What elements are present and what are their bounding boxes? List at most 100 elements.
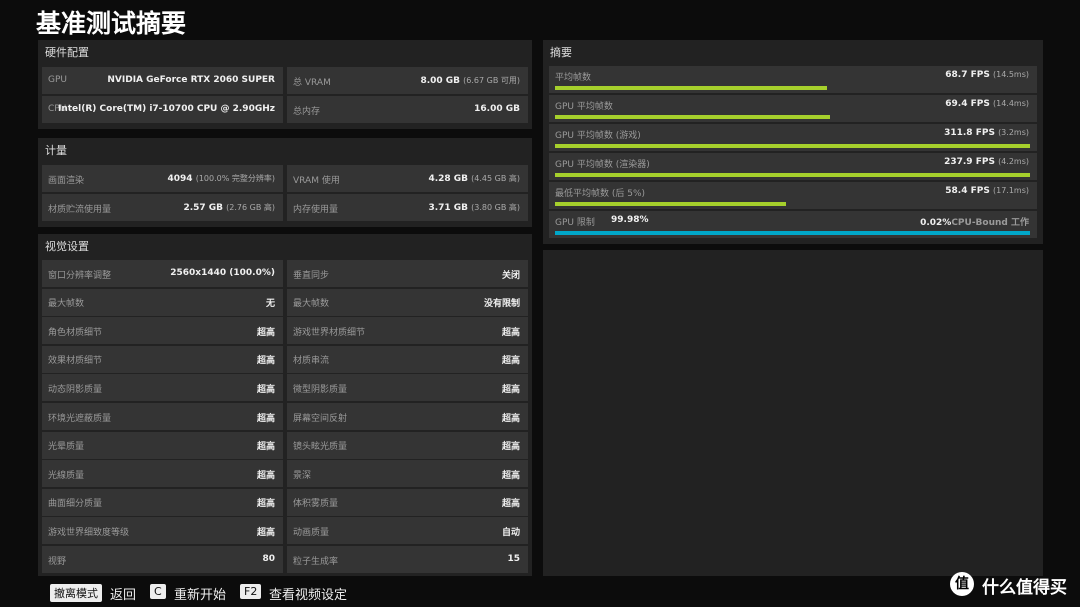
setting-label: 内存使用量 [293, 204, 339, 215]
setting-cell: 总 VRAM 8.00 GB (6.67 GB 可用) [287, 67, 528, 94]
setting-value-text: 80 [262, 553, 275, 564]
key-hint: 撤离模式 [50, 584, 102, 602]
limit-value: 99.98% [611, 215, 649, 225]
setting-label: 曲面细分质量 [48, 499, 103, 510]
limit-track [555, 231, 1030, 235]
setting-value-text: 超高 [256, 356, 275, 367]
setting-label: 光線质量 [48, 470, 85, 481]
setting-cell: 窗口分辨率调整 2560x1440 (100.0%) [42, 260, 283, 287]
frame-time: (14.4ms) [992, 99, 1029, 108]
bar-track [555, 86, 1030, 90]
setting-cell: 屏幕空间反射 超高 [287, 403, 528, 430]
setting-cell: 环境光遮蔽质量 超高 [42, 403, 283, 430]
setting-value-text: 超高 [256, 327, 275, 338]
setting-note: (2.76 GB 高) [226, 202, 275, 212]
setting-cell: 粒子生成率 15 [287, 546, 528, 573]
key-action: 返回 [110, 588, 137, 603]
setting-value-text: 超高 [256, 527, 275, 538]
setting-cell: 效果材质细节 超高 [42, 345, 283, 373]
summary-label: 平均帧数 [555, 73, 592, 83]
setting-cell: 光線质量 超高 [42, 460, 283, 488]
summary-value: 311.8 FPS (3.2ms) [944, 128, 1029, 138]
summary-row: GPU 平均帧数 (游戏) 311.8 FPS (3.2ms) [549, 124, 1037, 151]
setting-cell: 角色材质细节 超高 [42, 317, 283, 345]
fps-bar [555, 86, 827, 90]
summary-value: 237.9 FPS (4.2ms) [944, 157, 1029, 167]
bar-track [555, 202, 1030, 206]
watermark-icon: 值 [950, 572, 974, 596]
summary-label: 最低平均帧数 (后 5%) [555, 189, 646, 199]
setting-cell: 微型阴影质量 超高 [287, 374, 528, 402]
setting-value: 4.28 GB (4.45 GB 高) [428, 173, 520, 184]
setting-value-text: 超高 [501, 384, 520, 395]
setting-value-text: 8.00 GB [420, 75, 461, 86]
setting-value-text: 关闭 [501, 270, 520, 281]
watermark-text: 什么值得买 [982, 578, 1067, 598]
setting-label: 效果材质细节 [48, 356, 103, 367]
setting-label: 窗口分辨率调整 [48, 270, 112, 281]
setting-value: 超高 [257, 439, 275, 452]
setting-label: VRAM 使用 [293, 175, 340, 186]
setting-value: 超高 [257, 525, 275, 538]
frame-time: (17.1ms) [992, 186, 1029, 195]
setting-cell: CPU Intel(R) Core(TM) i7-10700 CPU @ 2.90… [42, 96, 283, 123]
setting-value-text: 超高 [501, 413, 520, 424]
key-action: 重新开始 [174, 588, 227, 603]
summary-label: GPU 平均帧数 [555, 102, 613, 112]
setting-label: 光晕质量 [48, 442, 85, 453]
setting-value-text: 无 [265, 299, 275, 310]
setting-value-text: 没有限制 [483, 299, 520, 310]
setting-value-text: 4094 [167, 173, 193, 184]
setting-cell: 镜头眩光质量 超高 [287, 431, 528, 459]
panel-header: 计量 [45, 144, 67, 157]
setting-value-text: 2560x1440 (100.0%) [170, 267, 275, 278]
setting-cell: 动态阴影质量 超高 [42, 374, 283, 402]
cpu-bound-text: CPU-Bound 工作 [951, 218, 1029, 228]
setting-label: 总 VRAM [293, 77, 331, 88]
setting-label: CPU [48, 103, 67, 114]
fps-value: 58.4 FPS [945, 186, 990, 196]
setting-label: 游戏世界材质细节 [293, 327, 366, 338]
setting-value-text: 2.57 GB [183, 202, 224, 213]
setting-value-text: 超高 [501, 442, 520, 453]
setting-label: GPU [48, 74, 67, 85]
setting-value-text: 16.00 GB [474, 103, 520, 114]
setting-note: (3.80 GB 高) [471, 202, 520, 212]
setting-value: 关闭 [502, 268, 520, 281]
setting-cell: 景深 超高 [287, 460, 528, 488]
setting-value-text: 3.71 GB [428, 202, 469, 213]
setting-cell: 垂直同步 关闭 [287, 260, 528, 287]
setting-value: 超高 [502, 411, 520, 424]
fps-bar [555, 173, 1030, 177]
setting-value: 超高 [257, 411, 275, 424]
fps-value: 69.4 FPS [945, 99, 990, 109]
setting-cell: GPU NVIDIA GeForce RTX 2060 SUPER [42, 67, 283, 94]
setting-label: 镜头眩光质量 [293, 442, 348, 453]
setting-cell: 最大帧数 没有限制 [287, 288, 528, 316]
key-hint: C [150, 584, 166, 599]
setting-cell: 动画质量 自动 [287, 517, 528, 545]
setting-value: 超高 [257, 468, 275, 481]
key-action: 查看视频设定 [269, 588, 348, 603]
panel-header: 摘要 [550, 46, 572, 59]
setting-label: 微型阴影质量 [293, 384, 348, 395]
setting-value: NVIDIA GeForce RTX 2060 SUPER [107, 75, 275, 85]
setting-cell: 最大帧数 无 [42, 288, 283, 316]
setting-value: 超高 [502, 353, 520, 366]
setting-value: 超高 [257, 382, 275, 395]
setting-label: 材质串流 [293, 356, 330, 367]
page-title: 基准测试摘要 [36, 9, 187, 38]
setting-value: 8.00 GB (6.67 GB 可用) [420, 75, 520, 86]
summary-row: 平均帧数 68.7 FPS (14.5ms) [549, 66, 1037, 93]
setting-cell: 画面渲染 4094 (100.0% 完整分辨率) [42, 165, 283, 192]
setting-cell: 视野 80 [42, 546, 283, 573]
setting-cell: 体积雾质量 超高 [287, 488, 528, 516]
setting-label: 粒子生成率 [293, 556, 339, 567]
setting-label: 总内存 [293, 106, 321, 117]
panel-header: 视觉设置 [45, 240, 89, 253]
panel-header: 硬件配置 [45, 46, 89, 59]
setting-cell: 材质串流 超高 [287, 345, 528, 373]
setting-value-text: 超高 [501, 327, 520, 338]
setting-value: 15 [507, 554, 520, 564]
